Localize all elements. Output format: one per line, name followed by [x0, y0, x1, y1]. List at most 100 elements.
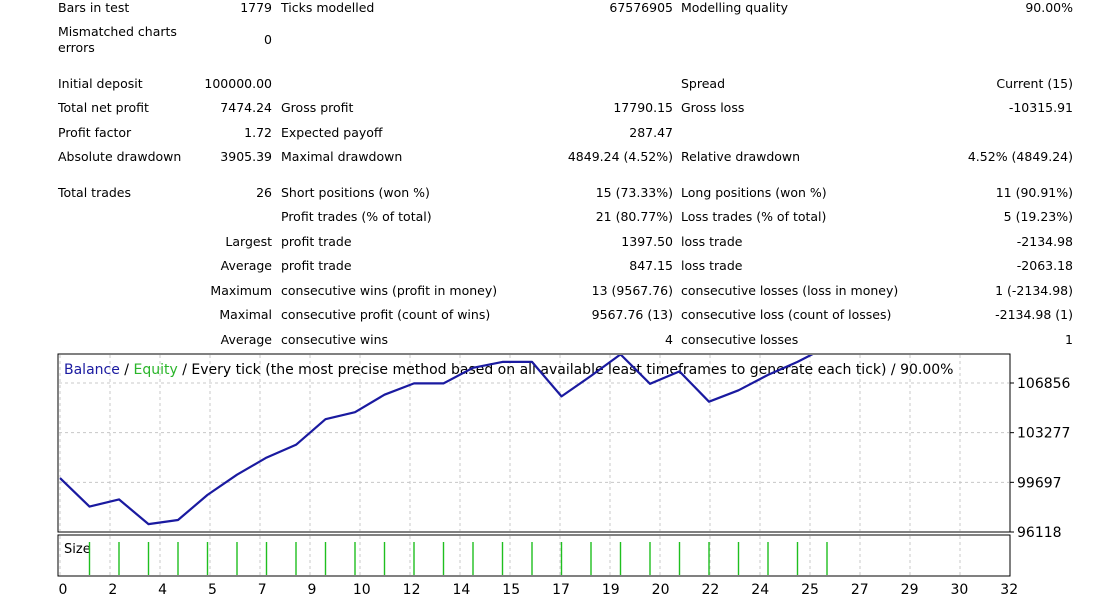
y-tick-label: 106856: [1017, 376, 1071, 392]
gross-loss-label: Gross loss: [681, 100, 745, 115]
loss-trades-value: 5 (19.23%): [1003, 209, 1073, 224]
average-consec-losses-value: 1: [1065, 332, 1073, 347]
x-axis-ticks: 0 2 4 5 7 9 10 12 14 15 17 19 20 22 24 25 27 29 30 32: [59, 582, 1019, 598]
long-positions-label: Long positions (won %): [681, 185, 827, 200]
profit-factor-label: Profit factor: [58, 125, 132, 140]
average-consec-wins-value: 4: [665, 332, 673, 347]
x-tick-label: 32: [1000, 582, 1018, 598]
x-tick-label: 25: [801, 582, 819, 598]
chart-title-equity: Equity: [133, 362, 177, 378]
modelling-quality-value: 90.00%: [1025, 0, 1073, 15]
mismatched-errors-label-line2: errors: [58, 40, 95, 55]
x-tick-label: 20: [652, 582, 670, 598]
average-profit-value: 847.15: [629, 258, 673, 273]
max-consec-losses-label: consecutive losses (loss in money): [681, 283, 899, 298]
absolute-drawdown-value: 3905.39: [220, 149, 272, 164]
x-tick-label: 2: [108, 582, 117, 598]
size-bars-layer: [88, 542, 828, 575]
profit-factor-value: 1.72: [244, 125, 272, 140]
largest-profit-label: profit trade: [281, 234, 352, 249]
x-tick-label: 29: [901, 582, 919, 598]
short-positions-label: Short positions (won %): [281, 185, 430, 200]
series-layer: [59, 355, 814, 526]
x-tick-label: 7: [258, 582, 267, 598]
chart-frame: [57, 353, 1011, 533]
expected-payoff-value: 287.47: [629, 125, 673, 140]
x-tick-label: 14: [452, 582, 470, 598]
long-positions-value: 11 (90.91%): [995, 185, 1073, 200]
x-tick-label: 27: [851, 582, 869, 598]
balance-line: [59, 355, 814, 526]
expected-payoff-label: Expected payoff: [281, 125, 383, 140]
average-consec-wins-label: consecutive wins: [281, 332, 389, 347]
size-panel-frame: [57, 534, 1011, 577]
chart-title-rest: Every tick (the most precise method base…: [191, 362, 953, 378]
relative-drawdown-value: 4.52% (4849.24): [967, 149, 1073, 164]
gross-profit-value: 17790.15: [613, 100, 673, 115]
y-axis-ticks: 106856 103277 99697 96118: [1010, 376, 1071, 541]
maximal-consec-loss-value: -2134.98 (1): [995, 307, 1073, 322]
ticks-modelled-label: Ticks modelled: [281, 0, 375, 15]
x-tick-label: 10: [353, 582, 371, 598]
maximal-prefix: Maximal: [219, 307, 272, 322]
x-tick-label: 5: [208, 582, 217, 598]
maximal-consec-loss-label: consecutive loss (count of losses): [681, 307, 892, 322]
x-tick-label: 4: [158, 582, 167, 598]
mismatched-errors-value: 0: [264, 32, 272, 47]
largest-loss-label: loss trade: [681, 234, 743, 249]
initial-deposit-value: 100000.00: [204, 76, 272, 91]
total-net-profit-label: Total net profit: [58, 100, 149, 115]
absolute-drawdown-label: Absolute drawdown: [58, 149, 182, 164]
y-tick-label: 103277: [1017, 426, 1070, 442]
max-consec-losses-value: 1 (-2134.98): [995, 283, 1073, 298]
chart-title: Balance / Equity / Every tick (the most …: [64, 362, 953, 378]
largest-prefix: Largest: [225, 234, 272, 249]
average-profit-label: profit trade: [281, 258, 352, 273]
largest-loss-value: -2134.98: [1016, 234, 1073, 249]
chart-title-balance: Balance: [64, 362, 120, 378]
total-trades-value: 26: [256, 185, 272, 200]
max-consec-wins-label: consecutive wins (profit in money): [281, 283, 498, 298]
x-tick-label: 22: [701, 582, 719, 598]
maximal-drawdown-value: 4849.24 (4.52%): [567, 149, 673, 164]
x-tick-label: 19: [602, 582, 620, 598]
loss-trades-label: Loss trades (% of total): [681, 209, 827, 224]
spread-label: Spread: [681, 76, 726, 91]
gross-profit-label: Gross profit: [281, 100, 354, 115]
maximum-prefix: Maximum: [210, 283, 272, 298]
spread-value: Current (15): [996, 76, 1073, 91]
bars-in-test-value: 1779: [240, 0, 272, 15]
total-net-profit-value: 7474.24: [220, 100, 272, 115]
profit-trades-value: 21 (80.77%): [595, 209, 673, 224]
x-tick-label: 9: [308, 582, 317, 598]
x-tick-label: 12: [403, 582, 421, 598]
x-tick-label: 15: [502, 582, 520, 598]
x-tick-label: 24: [751, 582, 769, 598]
ticks-modelled-value: 67576905: [609, 0, 673, 15]
x-tick-label: 30: [950, 582, 968, 598]
relative-drawdown-label: Relative drawdown: [681, 149, 801, 164]
y-tick-label: 96118: [1017, 525, 1062, 541]
average-consec-prefix: Average: [220, 332, 272, 347]
bars-in-test-label: Bars in test: [58, 0, 130, 15]
modelling-quality-label: Modelling quality: [681, 0, 789, 15]
y-tick-label: 99697: [1017, 475, 1062, 491]
average-consec-losses-label: consecutive losses: [681, 332, 799, 347]
largest-profit-value: 1397.50: [621, 234, 673, 249]
x-tick-label: 17: [552, 582, 570, 598]
maximal-drawdown-label: Maximal drawdown: [281, 149, 403, 164]
maximal-consec-profit-value: 9567.76 (13): [591, 307, 673, 322]
short-positions-value: 15 (73.33%): [595, 185, 673, 200]
chart-title-sep1: /: [120, 362, 134, 378]
size-panel-label: Size: [64, 542, 91, 557]
chart-title-sep2: /: [178, 362, 192, 378]
x-tick-label: 0: [59, 582, 68, 598]
initial-deposit-label: Initial deposit: [58, 76, 143, 91]
total-trades-label: Total trades: [58, 185, 132, 200]
max-consec-wins-value: 13 (9567.76): [591, 283, 673, 298]
maximal-consec-profit-label: consecutive profit (count of wins): [281, 307, 491, 322]
profit-trades-label: Profit trades (% of total): [281, 209, 432, 224]
average-loss-label: loss trade: [681, 258, 743, 273]
mismatched-errors-label: Mismatched charts: [58, 24, 177, 39]
